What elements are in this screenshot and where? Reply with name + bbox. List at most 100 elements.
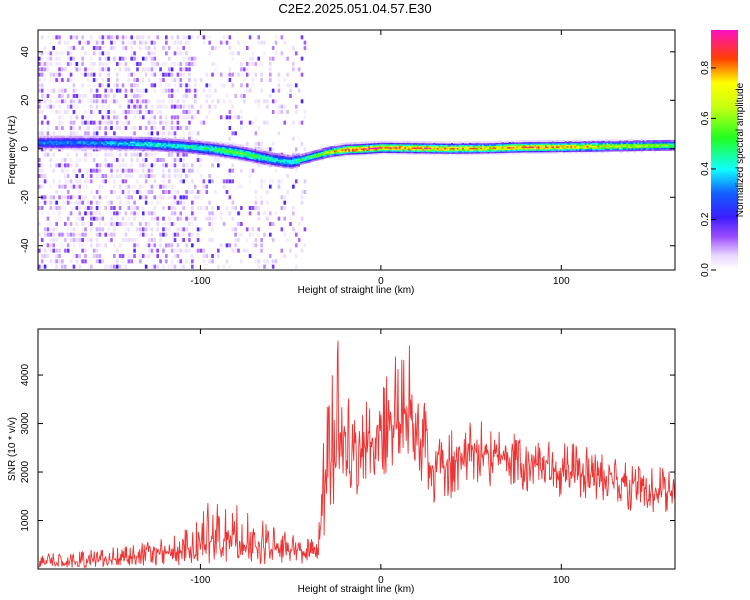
ridge-cell — [402, 151, 405, 154]
ridge-cell — [422, 151, 425, 154]
heatmap-cell — [176, 254, 180, 258]
ridge-cell — [74, 138, 77, 141]
ridge-cell — [436, 147, 440, 150]
heatmap-cell — [156, 104, 159, 109]
heatmap-cell — [110, 99, 113, 104]
ridge-cell — [234, 149, 237, 152]
heatmap-cell — [300, 142, 304, 146]
ridge-cell — [108, 138, 111, 142]
ridge-cell — [209, 141, 212, 144]
ridge-cell — [371, 146, 375, 150]
ridge-cell — [146, 148, 149, 151]
ridge-cell — [613, 146, 616, 149]
ridge-cell — [144, 139, 147, 142]
ridge-cell — [582, 143, 586, 147]
ridge-cell — [93, 145, 97, 149]
ridge-cell — [151, 146, 154, 149]
heatmap-cell — [95, 46, 99, 50]
ridge-cell — [375, 142, 378, 145]
ridge-cell — [247, 149, 250, 152]
ridge-cell — [552, 151, 555, 154]
ridge-cell — [442, 141, 445, 144]
ridge-cell — [601, 148, 604, 151]
heatmap-cell — [130, 35, 133, 40]
heatmap-cell — [150, 51, 154, 56]
ridge-cell — [425, 151, 429, 154]
ridge-cell — [74, 145, 77, 149]
ridge-cell — [492, 145, 495, 148]
heatmap-cell — [203, 270, 206, 274]
heatmap-cell — [237, 51, 240, 56]
heatmap-cell — [179, 126, 183, 130]
ridge-cell — [481, 152, 485, 155]
heatmap-cell — [121, 264, 125, 269]
ridge-cell — [436, 151, 440, 154]
heatmap-cell — [52, 248, 56, 253]
ridge-cell — [126, 145, 129, 148]
ridge-cell — [366, 153, 369, 156]
ridge-cell — [220, 143, 223, 146]
ridge-cell — [581, 146, 584, 150]
heatmap-cell — [101, 259, 105, 264]
heatmap-cell — [248, 56, 252, 61]
heatmap-cell — [139, 195, 142, 200]
ridge-cell — [602, 145, 606, 148]
ridge-cell — [303, 158, 306, 162]
ridge-cell — [591, 146, 595, 149]
heatmap-cell — [121, 222, 125, 226]
ridge-cell — [665, 147, 669, 150]
heatmap-cell — [205, 206, 209, 210]
heatmap-cell — [182, 163, 185, 168]
ridge-cell — [328, 153, 331, 157]
ridge-cell — [510, 152, 513, 155]
heatmap-cell — [150, 131, 154, 136]
ridge-cell — [187, 142, 190, 145]
ridge-cell — [126, 140, 129, 144]
ridge-cell — [113, 146, 116, 149]
ridge-cell — [148, 142, 151, 146]
ridge-cell — [52, 141, 55, 144]
ridge-cell — [121, 142, 124, 145]
heatmap-cell — [170, 200, 174, 205]
ridge-cell — [456, 141, 459, 144]
heatmap-cell — [115, 115, 119, 120]
ridge-cell — [433, 147, 436, 150]
ridge-cell — [382, 142, 385, 145]
ridge-cell — [207, 150, 210, 153]
heatmap-cell — [63, 179, 67, 184]
ridge-cell — [642, 143, 645, 146]
heatmap-cell — [38, 72, 41, 77]
ridge-cell — [131, 140, 135, 144]
heatmap-cell — [173, 206, 177, 210]
heatmap-cell — [185, 126, 188, 130]
heatmap-cell — [92, 126, 96, 130]
ridge-cell — [231, 149, 234, 152]
ridge-cell — [480, 146, 483, 150]
ridge-cell — [575, 143, 578, 147]
heatmap-cell — [61, 115, 64, 120]
heatmap-cell — [107, 72, 110, 77]
ridge-cell — [593, 143, 596, 146]
ridge-cell — [290, 155, 293, 158]
ridge-cell — [276, 164, 279, 167]
ridge-cell — [622, 146, 625, 149]
ridge-cell — [323, 155, 326, 158]
ridge-cell — [204, 151, 207, 154]
heatmap-cell — [266, 147, 269, 152]
heatmap-cell — [231, 51, 235, 56]
heatmap-cell — [147, 110, 151, 114]
ridge-cell — [341, 150, 344, 153]
ridge-cell — [418, 141, 421, 144]
heatmap-cell — [89, 56, 93, 61]
ridge-cell — [180, 139, 183, 142]
ridge-cell — [68, 137, 71, 140]
ridge-cell — [429, 151, 432, 154]
ridge-cell — [167, 138, 171, 141]
heatmap-cell — [78, 190, 82, 194]
heatmap-cell — [110, 216, 113, 221]
ridge-cell — [155, 137, 158, 140]
ridge-cell — [647, 141, 651, 144]
ridge-cell — [243, 159, 246, 163]
ridge-cell — [225, 155, 228, 158]
heatmap-cell — [101, 51, 105, 56]
